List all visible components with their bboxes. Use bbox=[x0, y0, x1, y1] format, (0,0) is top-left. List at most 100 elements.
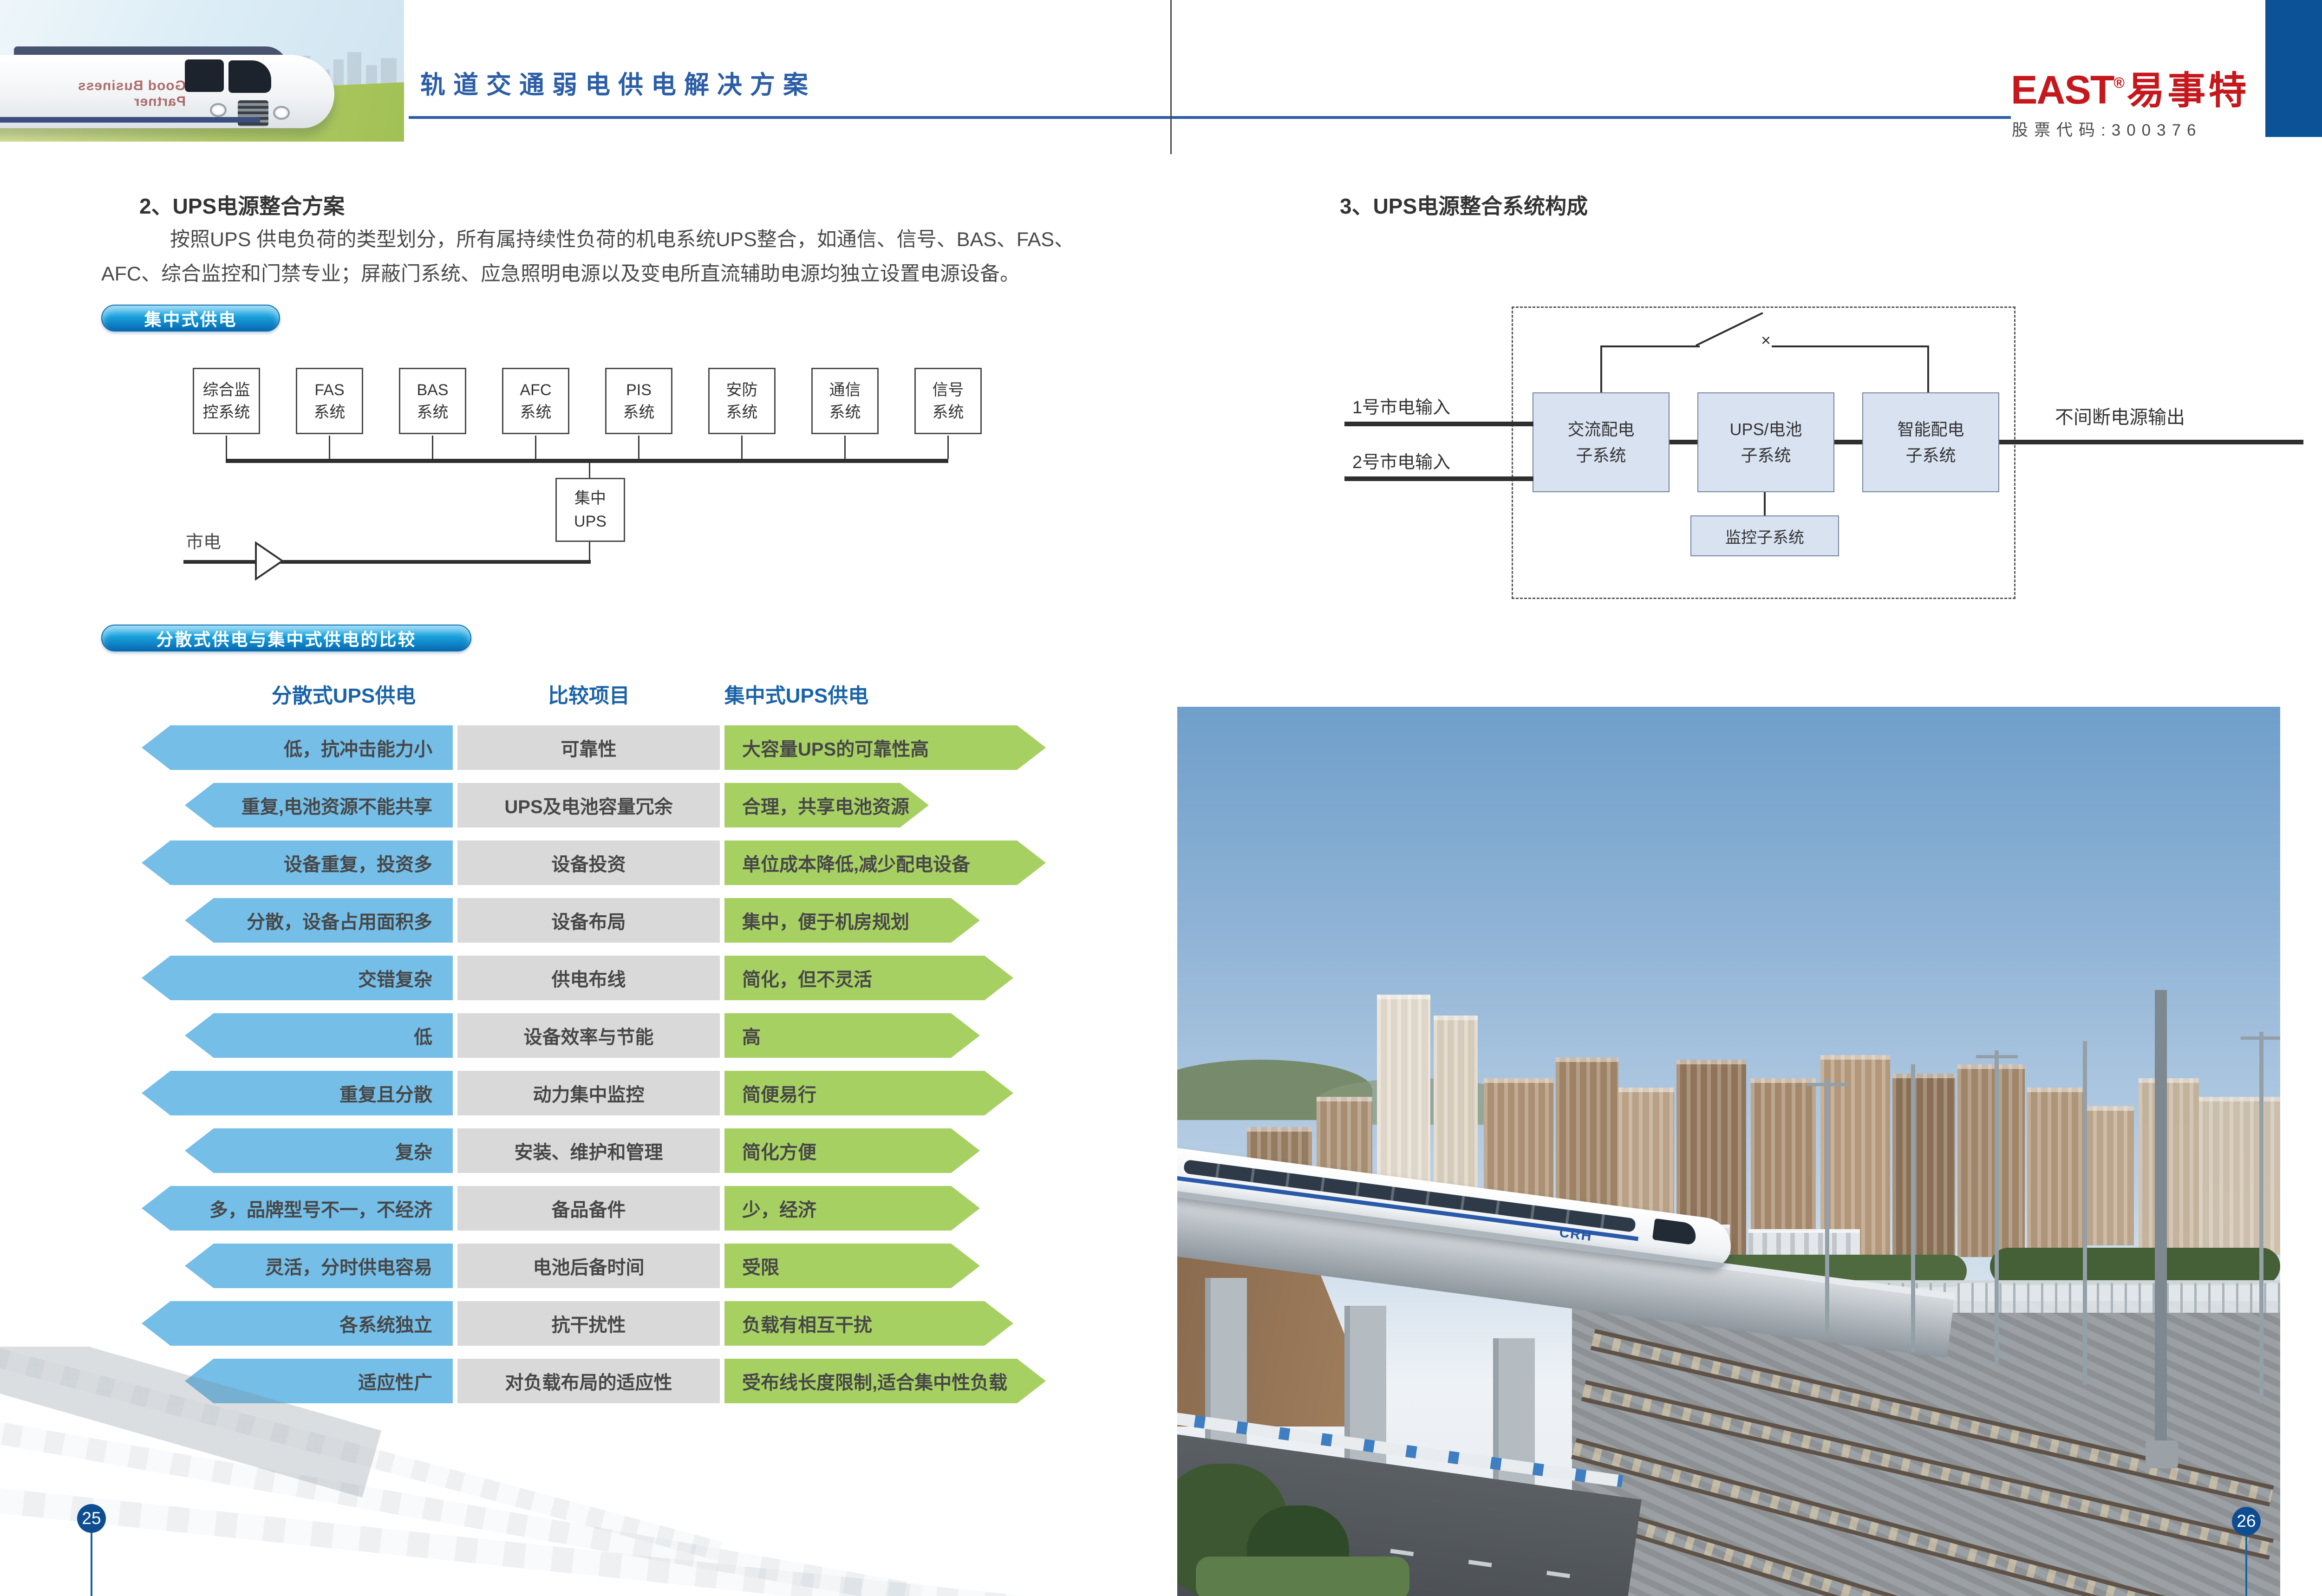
comparison-left-arrow: 低，抗冲击能力小 bbox=[142, 725, 453, 770]
comparison-row: 重复且分散 动力集中监控 简便易行 bbox=[0, 1071, 1170, 1115]
system-box-line: 安防 bbox=[726, 381, 758, 399]
bypass-line bbox=[1600, 345, 1700, 347]
system-box-line: 信号 bbox=[932, 381, 964, 399]
page-number-26: 26 bbox=[2232, 1507, 2261, 1536]
comparison-left-text: 复杂 bbox=[395, 1142, 432, 1163]
ups-box-line: UPS bbox=[574, 513, 607, 530]
ups-battery-box: UPS/电池 子系统 bbox=[1697, 392, 1834, 492]
central-ups-box: 集中 UPS bbox=[555, 478, 625, 542]
comparison-item-cell: 抗干扰性 bbox=[457, 1301, 720, 1346]
comparison-left-text: 适应性广 bbox=[358, 1373, 432, 1393]
catenary-pole bbox=[2083, 1041, 2087, 1385]
comparison-item-cell: 设备投资 bbox=[457, 840, 720, 885]
comparison-left-text: 低 bbox=[414, 1027, 432, 1048]
photo-train-windshield bbox=[1652, 1218, 1697, 1245]
catenary-mast-base bbox=[2146, 1440, 2178, 1468]
connector-line bbox=[1670, 440, 1697, 444]
comparison-right-text: 高 bbox=[742, 1027, 761, 1048]
comparison-header-item: 比较项目 bbox=[548, 684, 630, 707]
comparison-row: 灵活，分时供电容易 电池后备时间 受限 bbox=[0, 1244, 1170, 1288]
comparison-left-arrow: 交错复杂 bbox=[142, 956, 453, 1000]
paragraph-line: 按照UPS 供电负荷的类型划分，所有属持续性负荷的机电系统UPS整合，如通信、信… bbox=[170, 228, 1075, 251]
system-box-line: 综合监 bbox=[202, 381, 250, 399]
comparison-right-arrow: 大容量UPS的可靠性高 bbox=[724, 725, 1046, 770]
system-box-line: 系统 bbox=[623, 403, 655, 421]
comparison-right-text: 简化，但不灵活 bbox=[742, 970, 872, 990]
connector-line bbox=[589, 463, 590, 478]
comparison-left-arrow: 分散，设备占用面积多 bbox=[185, 898, 453, 943]
connector-line bbox=[741, 436, 743, 459]
logo-east-wordmark: EAST bbox=[2011, 68, 2114, 112]
catenary-pole bbox=[1995, 1050, 1999, 1366]
registered-mark-icon: ® bbox=[2113, 74, 2125, 91]
system-box-line: AFC bbox=[520, 381, 552, 399]
comparison-right-arrow: 少，经济 bbox=[724, 1186, 980, 1231]
comparison-header-centralized: 集中式UPS供电 bbox=[724, 684, 869, 707]
badge-comparison-title: 分散式供电与集中式供电的比较 bbox=[101, 625, 471, 651]
system-box-communication: 通信 系统 bbox=[811, 368, 879, 434]
comparison-left-text: 各系统独立 bbox=[339, 1315, 432, 1335]
connector-line bbox=[535, 436, 536, 459]
photo-building bbox=[1676, 1060, 1746, 1257]
system-box-afc: AFC 系统 bbox=[502, 368, 569, 434]
smart-distribution-box: 智能配电 子系统 bbox=[1862, 392, 1999, 492]
comparison-item-text: UPS及电池容量冗余 bbox=[504, 797, 673, 817]
hero-train-slogan: Good Business Partner bbox=[77, 78, 186, 109]
comparison-right-text: 合理，共享电池资源 bbox=[742, 797, 909, 817]
catenary-arm bbox=[1807, 1083, 1848, 1086]
box-line: 监控子系统 bbox=[1725, 528, 1804, 547]
comparison-item-cell: 安装、维护和管理 bbox=[457, 1128, 720, 1173]
catenary-arm bbox=[2241, 1036, 2280, 1040]
ac-distribution-box: 交流配电 子系统 bbox=[1533, 392, 1670, 492]
box-line: 智能配电 bbox=[1897, 419, 1964, 439]
photo-bush bbox=[1196, 1557, 1409, 1596]
comparison-right-arrow: 简便易行 bbox=[724, 1071, 1013, 1115]
comparison-left-text: 分散，设备占用面积多 bbox=[247, 912, 432, 932]
connector-line bbox=[589, 542, 590, 562]
comparison-item-text: 抗干扰性 bbox=[551, 1315, 626, 1335]
comparison-item-cell: 电池后备时间 bbox=[457, 1244, 720, 1288]
output-label: 不间断电源输出 bbox=[2055, 407, 2185, 428]
comparison-right-arrow: 高 bbox=[724, 1013, 980, 1058]
comparison-item-text: 对负载布局的适应性 bbox=[505, 1373, 672, 1393]
comparison-item-cell: 对负载布局的适应性 bbox=[457, 1359, 720, 1403]
box-line: 子系统 bbox=[1576, 445, 1626, 465]
comparison-item-text: 备品备件 bbox=[551, 1200, 626, 1220]
system-box-line: 系统 bbox=[726, 403, 758, 421]
comparison-right-text: 单位成本降低,减少配电设备 bbox=[742, 854, 971, 875]
mains-supply-line bbox=[183, 560, 591, 564]
comparison-item-cell: 动力集中监控 bbox=[457, 1071, 720, 1115]
system-boundary-dashed-box bbox=[1512, 306, 2015, 599]
comparison-row: 适应性广 对负载布局的适应性 受布线长度限制,适合集中性负载 bbox=[0, 1359, 1170, 1403]
photo-building bbox=[2027, 1088, 2083, 1255]
system-box-line: FAS bbox=[314, 381, 345, 399]
mains-arrow-icon bbox=[255, 541, 284, 580]
comparison-left-text: 设备重复，投资多 bbox=[284, 854, 432, 875]
system-box-line: PIS bbox=[626, 381, 652, 399]
bypass-switch-contact: × bbox=[1761, 331, 1771, 350]
photo-tree-row bbox=[1990, 1248, 2280, 1285]
comparison-item-text: 电池后备时间 bbox=[533, 1257, 645, 1278]
connector-line bbox=[1764, 492, 1766, 515]
catenary-pole bbox=[2259, 1032, 2263, 1403]
comparison-row: 复杂 安装、维护和管理 简化方便 bbox=[0, 1128, 1170, 1173]
comparison-right-arrow: 简化方便 bbox=[724, 1128, 980, 1173]
comparison-right-text: 受限 bbox=[742, 1257, 779, 1278]
photo-building bbox=[1957, 1064, 2025, 1257]
catenary-pole bbox=[1825, 1078, 1829, 1338]
hero-train-windshield bbox=[228, 60, 271, 93]
comparison-item-text: 安装、维护和管理 bbox=[514, 1142, 663, 1163]
section-heading-2: 2、UPS电源整合方案 bbox=[139, 194, 345, 218]
comparison-item-text: 设备投资 bbox=[551, 854, 626, 875]
system-box-scada: 综合监 控系统 bbox=[193, 368, 260, 434]
badge-centralized-power: 集中式供电 bbox=[101, 305, 280, 332]
comparison-row: 分散，设备占用面积多 设备布局 集中，便于机房规划 bbox=[0, 898, 1170, 943]
section-heading-3: 3、UPS电源整合系统构成 bbox=[1340, 194, 1588, 218]
comparison-item-cell: UPS及电池容量冗余 bbox=[457, 783, 720, 827]
catenary-mast bbox=[2155, 990, 2167, 1454]
box-line: 子系统 bbox=[1905, 445, 1956, 465]
comparison-right-text: 受布线长度限制,适合集中性负载 bbox=[742, 1373, 1008, 1393]
monitor-subsystem-box: 监控子系统 bbox=[1690, 515, 1839, 556]
page-number-stem bbox=[2245, 1535, 2247, 1596]
